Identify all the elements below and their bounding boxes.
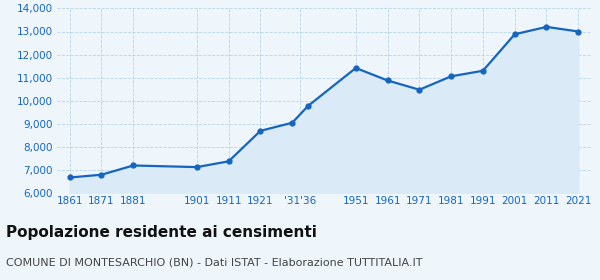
- Text: Popolazione residente ai censimenti: Popolazione residente ai censimenti: [6, 225, 317, 241]
- Text: COMUNE DI MONTESARCHIO (BN) - Dati ISTAT - Elaborazione TUTTITALIA.IT: COMUNE DI MONTESARCHIO (BN) - Dati ISTAT…: [6, 258, 422, 268]
